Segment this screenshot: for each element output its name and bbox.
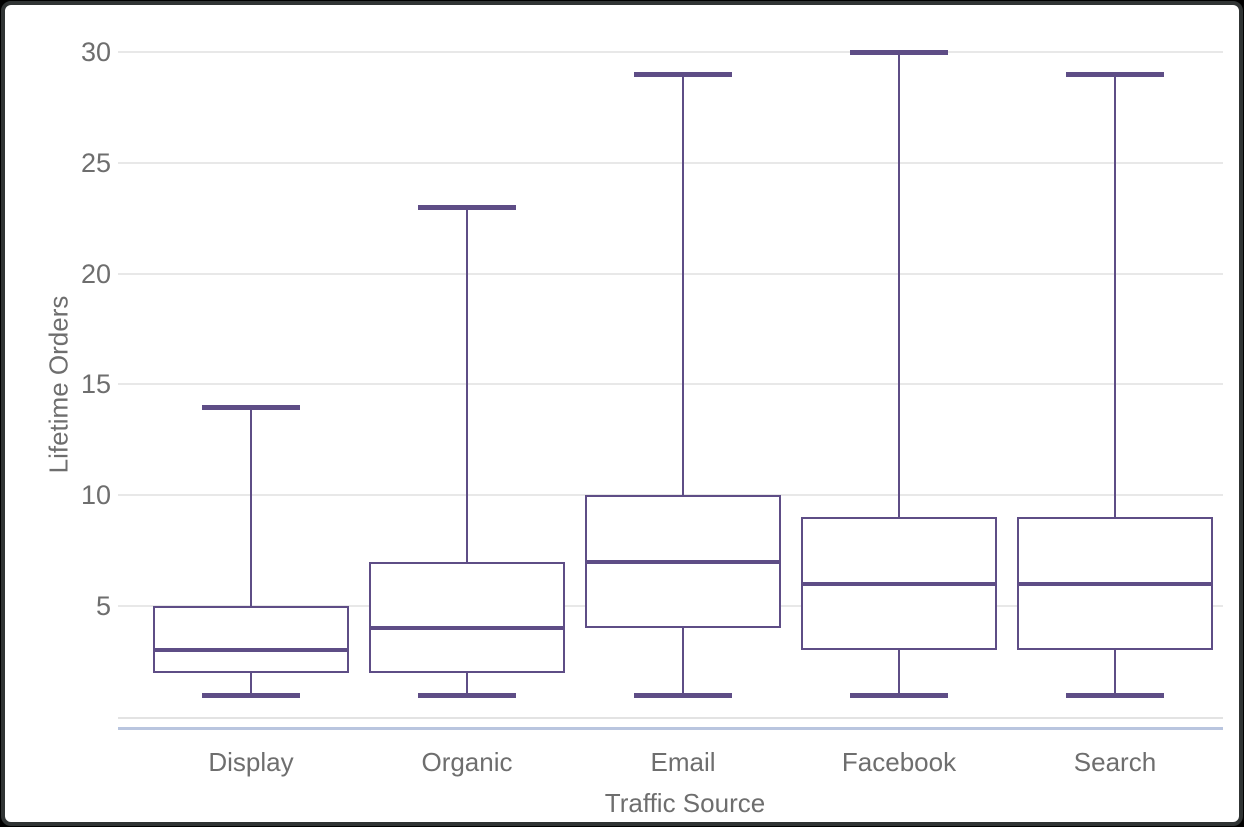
gridline xyxy=(118,161,1223,164)
lower-whisker xyxy=(1114,650,1116,695)
lower-whisker-cap xyxy=(1066,692,1164,698)
lower-whisker xyxy=(898,650,900,695)
boxplot-chart: Lifetime Orders Traffic Source 5 10 15 20 25… xyxy=(5,5,1239,822)
upper-whisker xyxy=(682,74,684,496)
lower-whisker xyxy=(682,628,684,695)
lower-whisker-cap xyxy=(202,692,300,698)
y-tick-label: 15 xyxy=(80,369,111,400)
median-line xyxy=(1017,581,1213,586)
gridline xyxy=(118,50,1223,53)
gridline xyxy=(118,272,1223,275)
y-tick-label: 20 xyxy=(80,258,111,289)
upper-whisker xyxy=(898,51,900,518)
y-tick-label: 10 xyxy=(80,480,111,511)
category-label: Display xyxy=(208,747,294,777)
upper-whisker xyxy=(1114,74,1116,518)
upper-whisker-cap xyxy=(418,205,516,211)
gridline xyxy=(118,383,1223,386)
y-tick-label: 30 xyxy=(80,36,111,67)
median-line xyxy=(369,626,565,631)
category-label: Organic xyxy=(421,747,513,777)
lower-whisker-cap xyxy=(418,692,516,698)
lower-whisker xyxy=(250,672,252,695)
upper-whisker xyxy=(466,207,468,562)
lower-whisker xyxy=(466,672,468,695)
upper-whisker-cap xyxy=(202,404,300,410)
iqr-box xyxy=(369,561,565,673)
upper-whisker xyxy=(250,406,252,607)
category-label: Facebook xyxy=(841,747,957,777)
y-tick-label: 5 xyxy=(95,591,111,622)
iqr-box xyxy=(153,606,349,673)
category-label: Email xyxy=(650,747,716,777)
median-line xyxy=(801,581,997,586)
median-line xyxy=(585,559,781,564)
x-axis-baseline xyxy=(118,717,1223,719)
x-axis-line xyxy=(118,727,1223,730)
x-axis-title: Traffic Source xyxy=(604,788,766,818)
upper-whisker-cap xyxy=(850,49,948,55)
lower-whisker-cap xyxy=(634,692,732,698)
lower-whisker-cap xyxy=(850,692,948,698)
y-tick-label: 25 xyxy=(80,147,111,178)
upper-whisker-cap xyxy=(634,72,732,78)
upper-whisker-cap xyxy=(1066,72,1164,78)
category-label: Search xyxy=(1073,747,1157,777)
median-line xyxy=(153,648,349,653)
